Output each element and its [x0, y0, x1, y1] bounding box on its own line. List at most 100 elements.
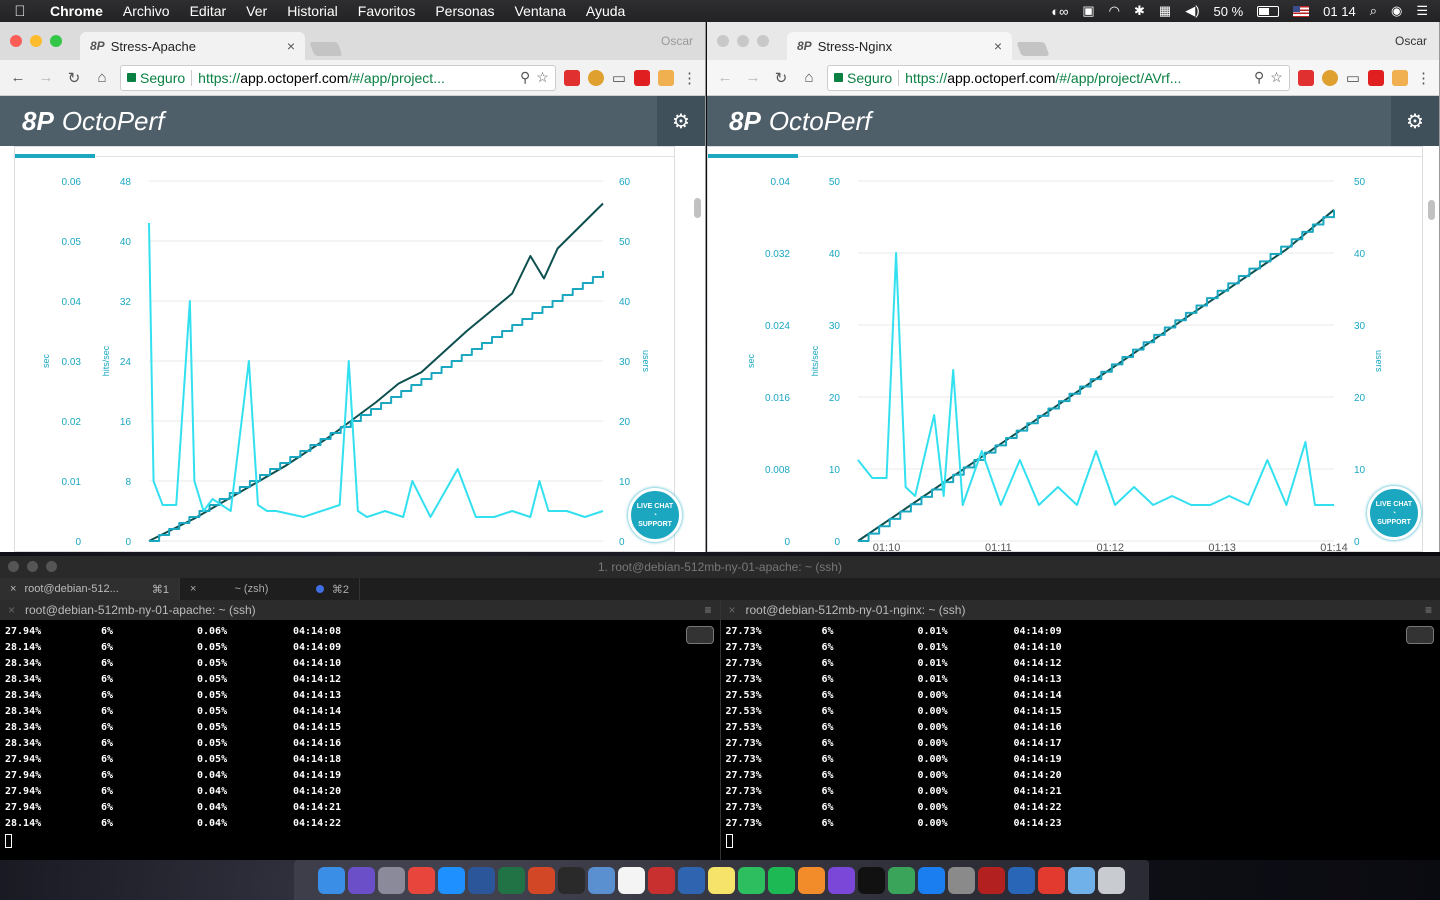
menu-ayuda[interactable]: Ayuda	[585, 3, 626, 19]
dock-scrivener-icon[interactable]	[1008, 866, 1035, 894]
extension-hand-icon[interactable]	[1392, 69, 1408, 86]
back-arrow-icon[interactable]: ←	[10, 69, 26, 86]
menu-ventana[interactable]: Ventana	[514, 3, 566, 19]
extension-n-icon[interactable]	[634, 69, 650, 86]
chrome-menu-icon[interactable]: ⋮	[1416, 69, 1431, 87]
profile-name[interactable]: Oscar	[660, 34, 693, 48]
zoom-window-button[interactable]	[46, 561, 57, 572]
page-scrollbar[interactable]	[1428, 200, 1435, 220]
settings-gear-icon[interactable]: ⚙	[1391, 96, 1439, 146]
bluetooth-icon[interactable]: ✱	[1134, 3, 1145, 18]
close-tab-icon[interactable]: ×	[190, 583, 197, 595]
pin-icon[interactable]: ⚲	[1253, 69, 1265, 85]
settings-gear-icon[interactable]: ⚙	[657, 96, 705, 146]
battery-icon[interactable]	[1257, 5, 1280, 17]
dock-activity-monitor-icon[interactable]	[558, 866, 585, 894]
display-icon[interactable]: ▦	[1158, 3, 1172, 18]
clock[interactable]: 01 14	[1323, 3, 1356, 19]
camera-icon[interactable]: ▣	[1082, 3, 1095, 18]
close-window-button[interactable]	[8, 561, 19, 572]
volume-icon[interactable]: ◀)	[1185, 3, 1200, 18]
dock-app-store-icon[interactable]	[918, 866, 945, 894]
home-icon[interactable]: ⌂	[804, 69, 814, 86]
dock-things-icon[interactable]	[828, 866, 855, 894]
close-tab-icon[interactable]: ×	[286, 38, 295, 54]
close-tab-icon[interactable]: ×	[10, 583, 17, 595]
dock-calendar-icon[interactable]	[618, 866, 645, 894]
back-arrow-icon[interactable]: ←	[717, 69, 733, 86]
close-window-button[interactable]	[10, 35, 22, 47]
menu-ver[interactable]: Ver	[246, 3, 268, 19]
dock-launchpad-icon[interactable]	[378, 866, 405, 894]
dock-filezilla-icon[interactable]	[978, 866, 1005, 894]
extension-adblock-icon[interactable]	[1297, 69, 1314, 86]
cast-icon[interactable]: ▭	[1345, 69, 1360, 87]
battery-percent[interactable]: 50 %	[1213, 3, 1244, 19]
close-window-button[interactable]	[717, 35, 729, 47]
keyboard-icon[interactable]	[1406, 626, 1434, 644]
extension-cookie-icon[interactable]	[1321, 69, 1338, 86]
dock-remote-desktop-icon[interactable]	[648, 866, 675, 894]
notification-center-icon[interactable]: ☰	[1416, 3, 1428, 18]
cast-icon[interactable]: ▭	[611, 69, 626, 87]
dock-keepassx-icon[interactable]	[888, 866, 915, 894]
bookmark-star-icon[interactable]: ☆	[536, 69, 549, 85]
menu-favoritos[interactable]: Favoritos	[357, 3, 416, 19]
dock-preview-icon[interactable]	[588, 866, 615, 894]
dock-excel-icon[interactable]	[498, 866, 525, 894]
new-tab-button[interactable]	[1016, 42, 1050, 56]
minimize-window-button[interactable]	[737, 35, 749, 47]
active-chart-tab[interactable]	[708, 154, 798, 158]
spotlight-search-icon[interactable]: ⌕	[1369, 3, 1377, 18]
chrome-menu-icon[interactable]: ⋮	[682, 69, 697, 87]
terminal-tab-1[interactable]: × root@debian-512... ⌘1	[0, 578, 180, 600]
minimize-window-button[interactable]	[27, 561, 38, 572]
zoom-window-button[interactable]	[757, 35, 769, 47]
pin-icon[interactable]: ⚲	[519, 69, 531, 85]
close-pane-icon[interactable]: ×	[728, 603, 736, 617]
input-source-flag-icon[interactable]	[1293, 5, 1310, 17]
secure-indicator[interactable]: Seguro	[127, 70, 185, 86]
page-scrollbar[interactable]	[694, 198, 701, 218]
dock-chrome-icon[interactable]	[408, 866, 435, 894]
menu-historial[interactable]: Historial	[287, 3, 338, 19]
close-tab-icon[interactable]: ×	[993, 38, 1002, 54]
zoom-window-button[interactable]	[50, 35, 62, 47]
extension-n-icon[interactable]	[1368, 69, 1384, 86]
dock-evernote-icon[interactable]	[738, 866, 765, 894]
dock-sublime-icon[interactable]	[798, 866, 825, 894]
reload-icon[interactable]: ↻	[67, 69, 81, 87]
address-bar[interactable]: Seguro https://app.octoperf.com/#/app/pr…	[827, 64, 1290, 91]
forward-arrow-icon[interactable]: →	[38, 69, 54, 86]
dock-trash-icon[interactable]	[1098, 866, 1125, 894]
live-chat-button[interactable]: LIVE CHAT ◔ SUPPORT	[1367, 486, 1421, 540]
extension-cookie-icon[interactable]	[587, 69, 604, 86]
siri-icon[interactable]: ◉	[1391, 3, 1403, 18]
apple-icon[interactable]: 	[0, 3, 40, 20]
tab-stress-apache[interactable]: 8P Stress-Apache ×	[80, 32, 305, 60]
dock-folder-icon[interactable]	[1068, 866, 1095, 894]
tab-stress-nginx[interactable]: 8P Stress-Nginx ×	[787, 32, 1012, 60]
menu-editar[interactable]: Editar	[189, 3, 227, 19]
forward-arrow-icon[interactable]: →	[745, 69, 761, 86]
dock-finder-icon[interactable]	[318, 866, 345, 894]
terminal-pane-apache[interactable]: × root@debian-512mb-ny-01-apache: ~ (ssh…	[0, 600, 721, 860]
terminal-tab-2[interactable]: × ~ (zsh) ⌘2	[180, 578, 360, 600]
keyboard-icon[interactable]	[685, 626, 714, 644]
menu-archivo[interactable]: Archivo	[122, 3, 170, 19]
extension-adblock-icon[interactable]	[563, 69, 580, 86]
bookmark-star-icon[interactable]: ☆	[1270, 69, 1283, 85]
active-chart-tab[interactable]	[15, 154, 95, 158]
octoperf-logo[interactable]: 8P OctoPerf	[22, 106, 164, 137]
dock-powerpoint-icon[interactable]	[528, 866, 555, 894]
reload-icon[interactable]: ↻	[774, 69, 788, 87]
home-icon[interactable]: ⌂	[97, 69, 107, 86]
dock-notes-icon[interactable]	[708, 866, 735, 894]
menu-app-name[interactable]: Chrome	[50, 3, 103, 19]
minimize-window-button[interactable]	[30, 35, 42, 47]
dock-system-preferences-icon[interactable]	[948, 866, 975, 894]
pane-menu-icon[interactable]: ≡	[1424, 603, 1432, 617]
profile-name[interactable]: Oscar	[1394, 34, 1427, 48]
terminal-pane-nginx[interactable]: × root@debian-512mb-ny-01-nginx: ~ (ssh)…	[720, 600, 1440, 860]
pane-menu-icon[interactable]: ≡	[704, 603, 712, 617]
